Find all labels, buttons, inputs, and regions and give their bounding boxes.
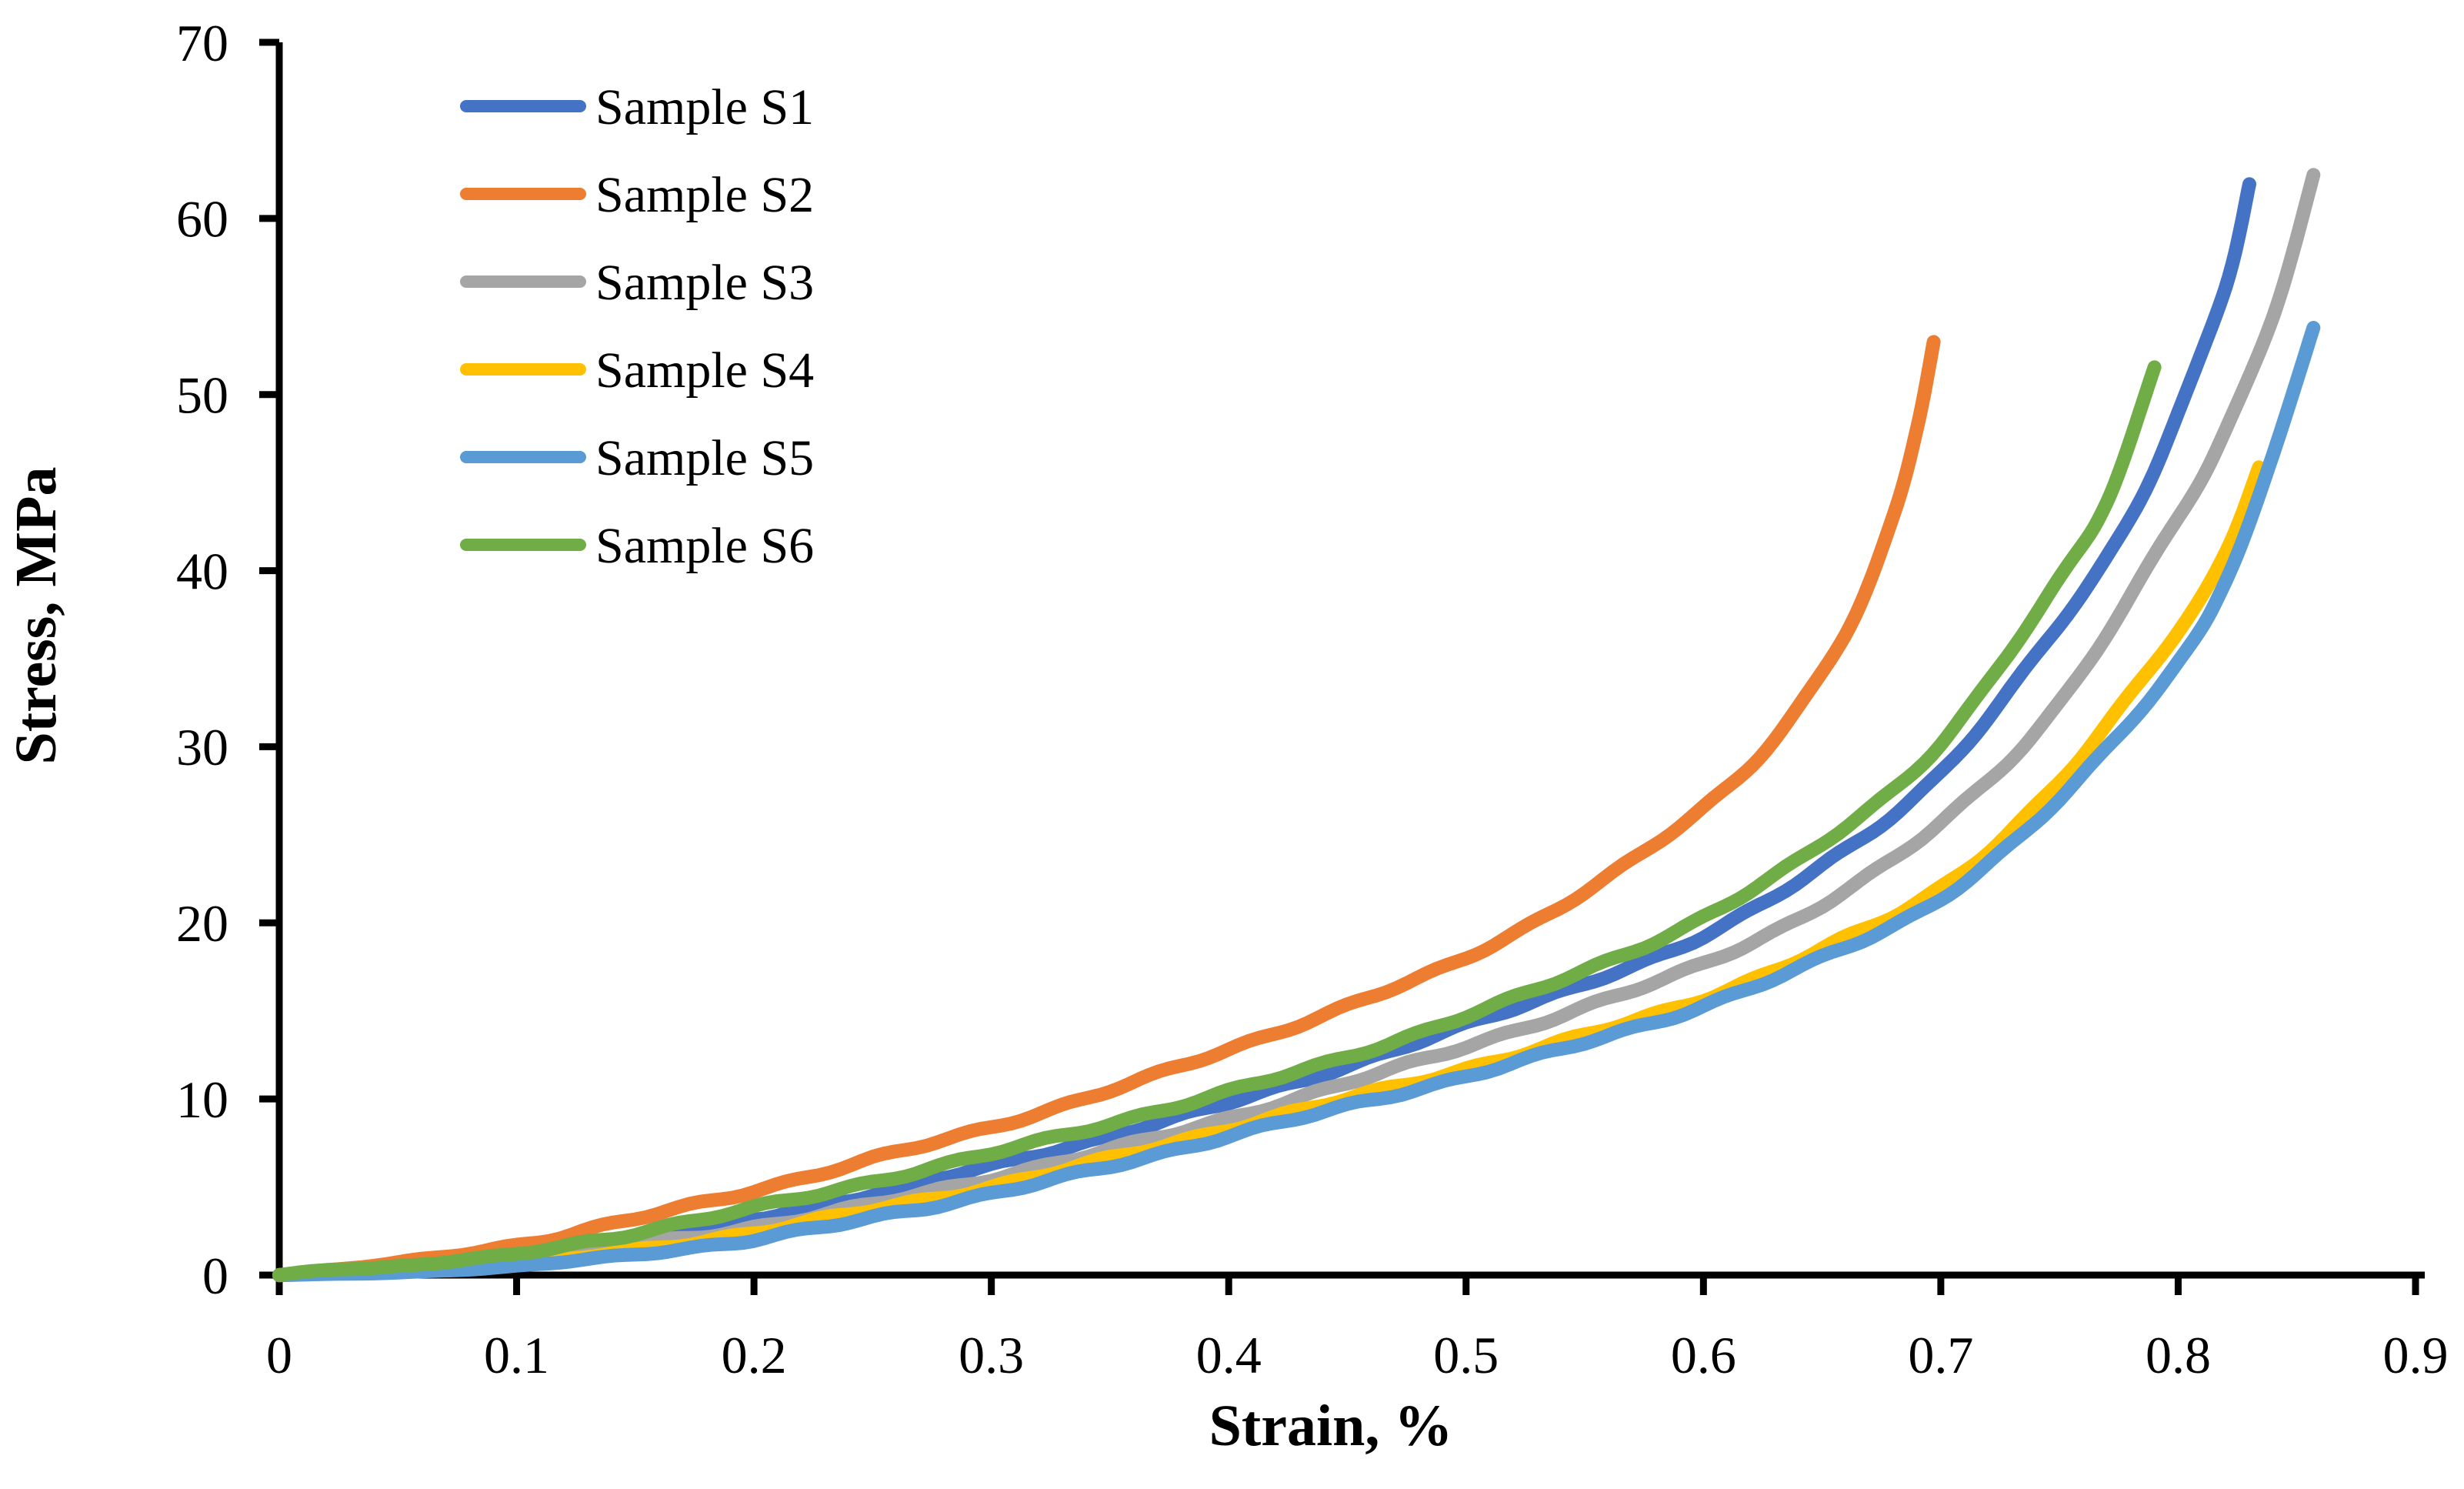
legend-label: Sample S3	[595, 255, 814, 311]
legend-label: Sample S1	[595, 79, 814, 135]
legend: Sample S1 Sample S2 Sample S3 Sample S4 Samp…	[460, 79, 814, 574]
legend-label: Sample S4	[595, 342, 814, 399]
y-tick-label: 20	[176, 894, 228, 953]
legend-item-sample-s1: Sample S1	[460, 79, 814, 135]
x-tick-label: 0.7	[1908, 1326, 1973, 1384]
legend-item-sample-s5: Sample S5	[460, 430, 814, 486]
x-tick-label: 0.6	[1671, 1326, 1736, 1384]
x-tick-label: 0.8	[2146, 1326, 2211, 1384]
y-axis-title: Stress, MPa	[4, 467, 68, 765]
x-tick-label: 0.3	[959, 1326, 1024, 1384]
series-group	[272, 168, 2321, 1283]
y-tick-label: 40	[176, 542, 228, 600]
x-tick-label: 0.9	[2383, 1326, 2449, 1384]
legend-item-sample-s2: Sample S2	[460, 167, 814, 223]
y-tick-label: 10	[176, 1070, 228, 1129]
legend-item-sample-s6: Sample S6	[460, 518, 814, 574]
series-line-sample-s4	[272, 460, 2266, 1282]
x-tick-label: 0.4	[1196, 1326, 1262, 1384]
legend-item-sample-s3: Sample S3	[460, 255, 814, 311]
legend-label: Sample S5	[595, 430, 814, 486]
series-line-sample-s5	[272, 321, 2321, 1283]
x-tick-label: 0.1	[484, 1326, 549, 1384]
x-axis-title: Strain, %	[1209, 1394, 1453, 1458]
x-tick-label: 0.5	[1433, 1326, 1499, 1384]
y-tick-label: 50	[176, 366, 228, 425]
y-tick-label: 30	[176, 718, 228, 776]
legend-item-sample-s4: Sample S4	[460, 342, 814, 399]
y-tick-label: 70	[176, 14, 228, 72]
series-line-sample-s6	[272, 360, 2162, 1282]
x-tick-label: 0	[266, 1326, 292, 1384]
legend-label: Sample S2	[595, 167, 814, 223]
axes: 0 10 20 30 40 50 60 70 0 0.1 0.2 0.3 0.4 0.5 0.6 0.7 0.8…	[4, 14, 2449, 1458]
x-tick-label: 0.2	[722, 1326, 787, 1384]
y-tick-label: 60	[176, 190, 228, 249]
y-tick-label: 0	[202, 1247, 228, 1305]
series-line-sample-s2	[272, 335, 1941, 1283]
legend-label: Sample S6	[595, 518, 814, 574]
